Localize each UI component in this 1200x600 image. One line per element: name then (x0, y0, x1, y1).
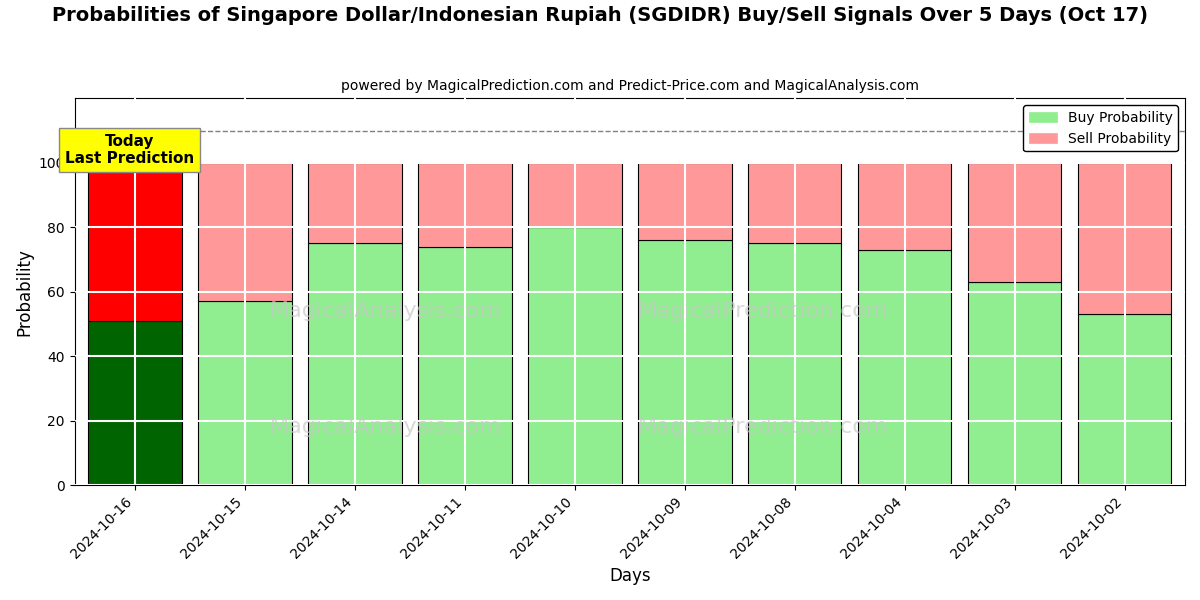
Bar (308, 163, 402, 244)
Text: Today
Last Prediction: Today Last Prediction (65, 134, 194, 166)
Bar (638, 163, 732, 240)
Text: MagicalAnalysis.com: MagicalAnalysis.com (270, 301, 502, 321)
Bar (528, 227, 622, 485)
Bar (419, 163, 511, 247)
Bar (89, 163, 182, 321)
Legend: Buy Probability, Sell Probability: Buy Probability, Sell Probability (1024, 105, 1178, 151)
Bar (308, 244, 402, 485)
Bar (198, 301, 292, 485)
Bar (89, 321, 182, 485)
Bar (1078, 163, 1171, 314)
Bar (1078, 314, 1171, 485)
Bar (968, 282, 1061, 485)
Bar (968, 163, 1061, 282)
Text: MagicalPrediction.com: MagicalPrediction.com (638, 417, 888, 437)
Bar (858, 250, 952, 485)
Y-axis label: Probability: Probability (16, 248, 34, 335)
Text: MagicalAnalysis.com: MagicalAnalysis.com (270, 417, 502, 437)
Text: MagicalPrediction.com: MagicalPrediction.com (638, 301, 888, 321)
Bar (198, 163, 292, 301)
Bar (748, 163, 841, 244)
Title: powered by MagicalPrediction.com and Predict-Price.com and MagicalAnalysis.com: powered by MagicalPrediction.com and Pre… (341, 79, 919, 93)
Bar (858, 163, 952, 250)
Bar (638, 240, 732, 485)
Text: Probabilities of Singapore Dollar/Indonesian Rupiah (SGDIDR) Buy/Sell Signals Ov: Probabilities of Singapore Dollar/Indone… (52, 6, 1148, 25)
Bar (748, 244, 841, 485)
Bar (528, 163, 622, 227)
X-axis label: Days: Days (610, 567, 650, 585)
Bar (419, 247, 511, 485)
